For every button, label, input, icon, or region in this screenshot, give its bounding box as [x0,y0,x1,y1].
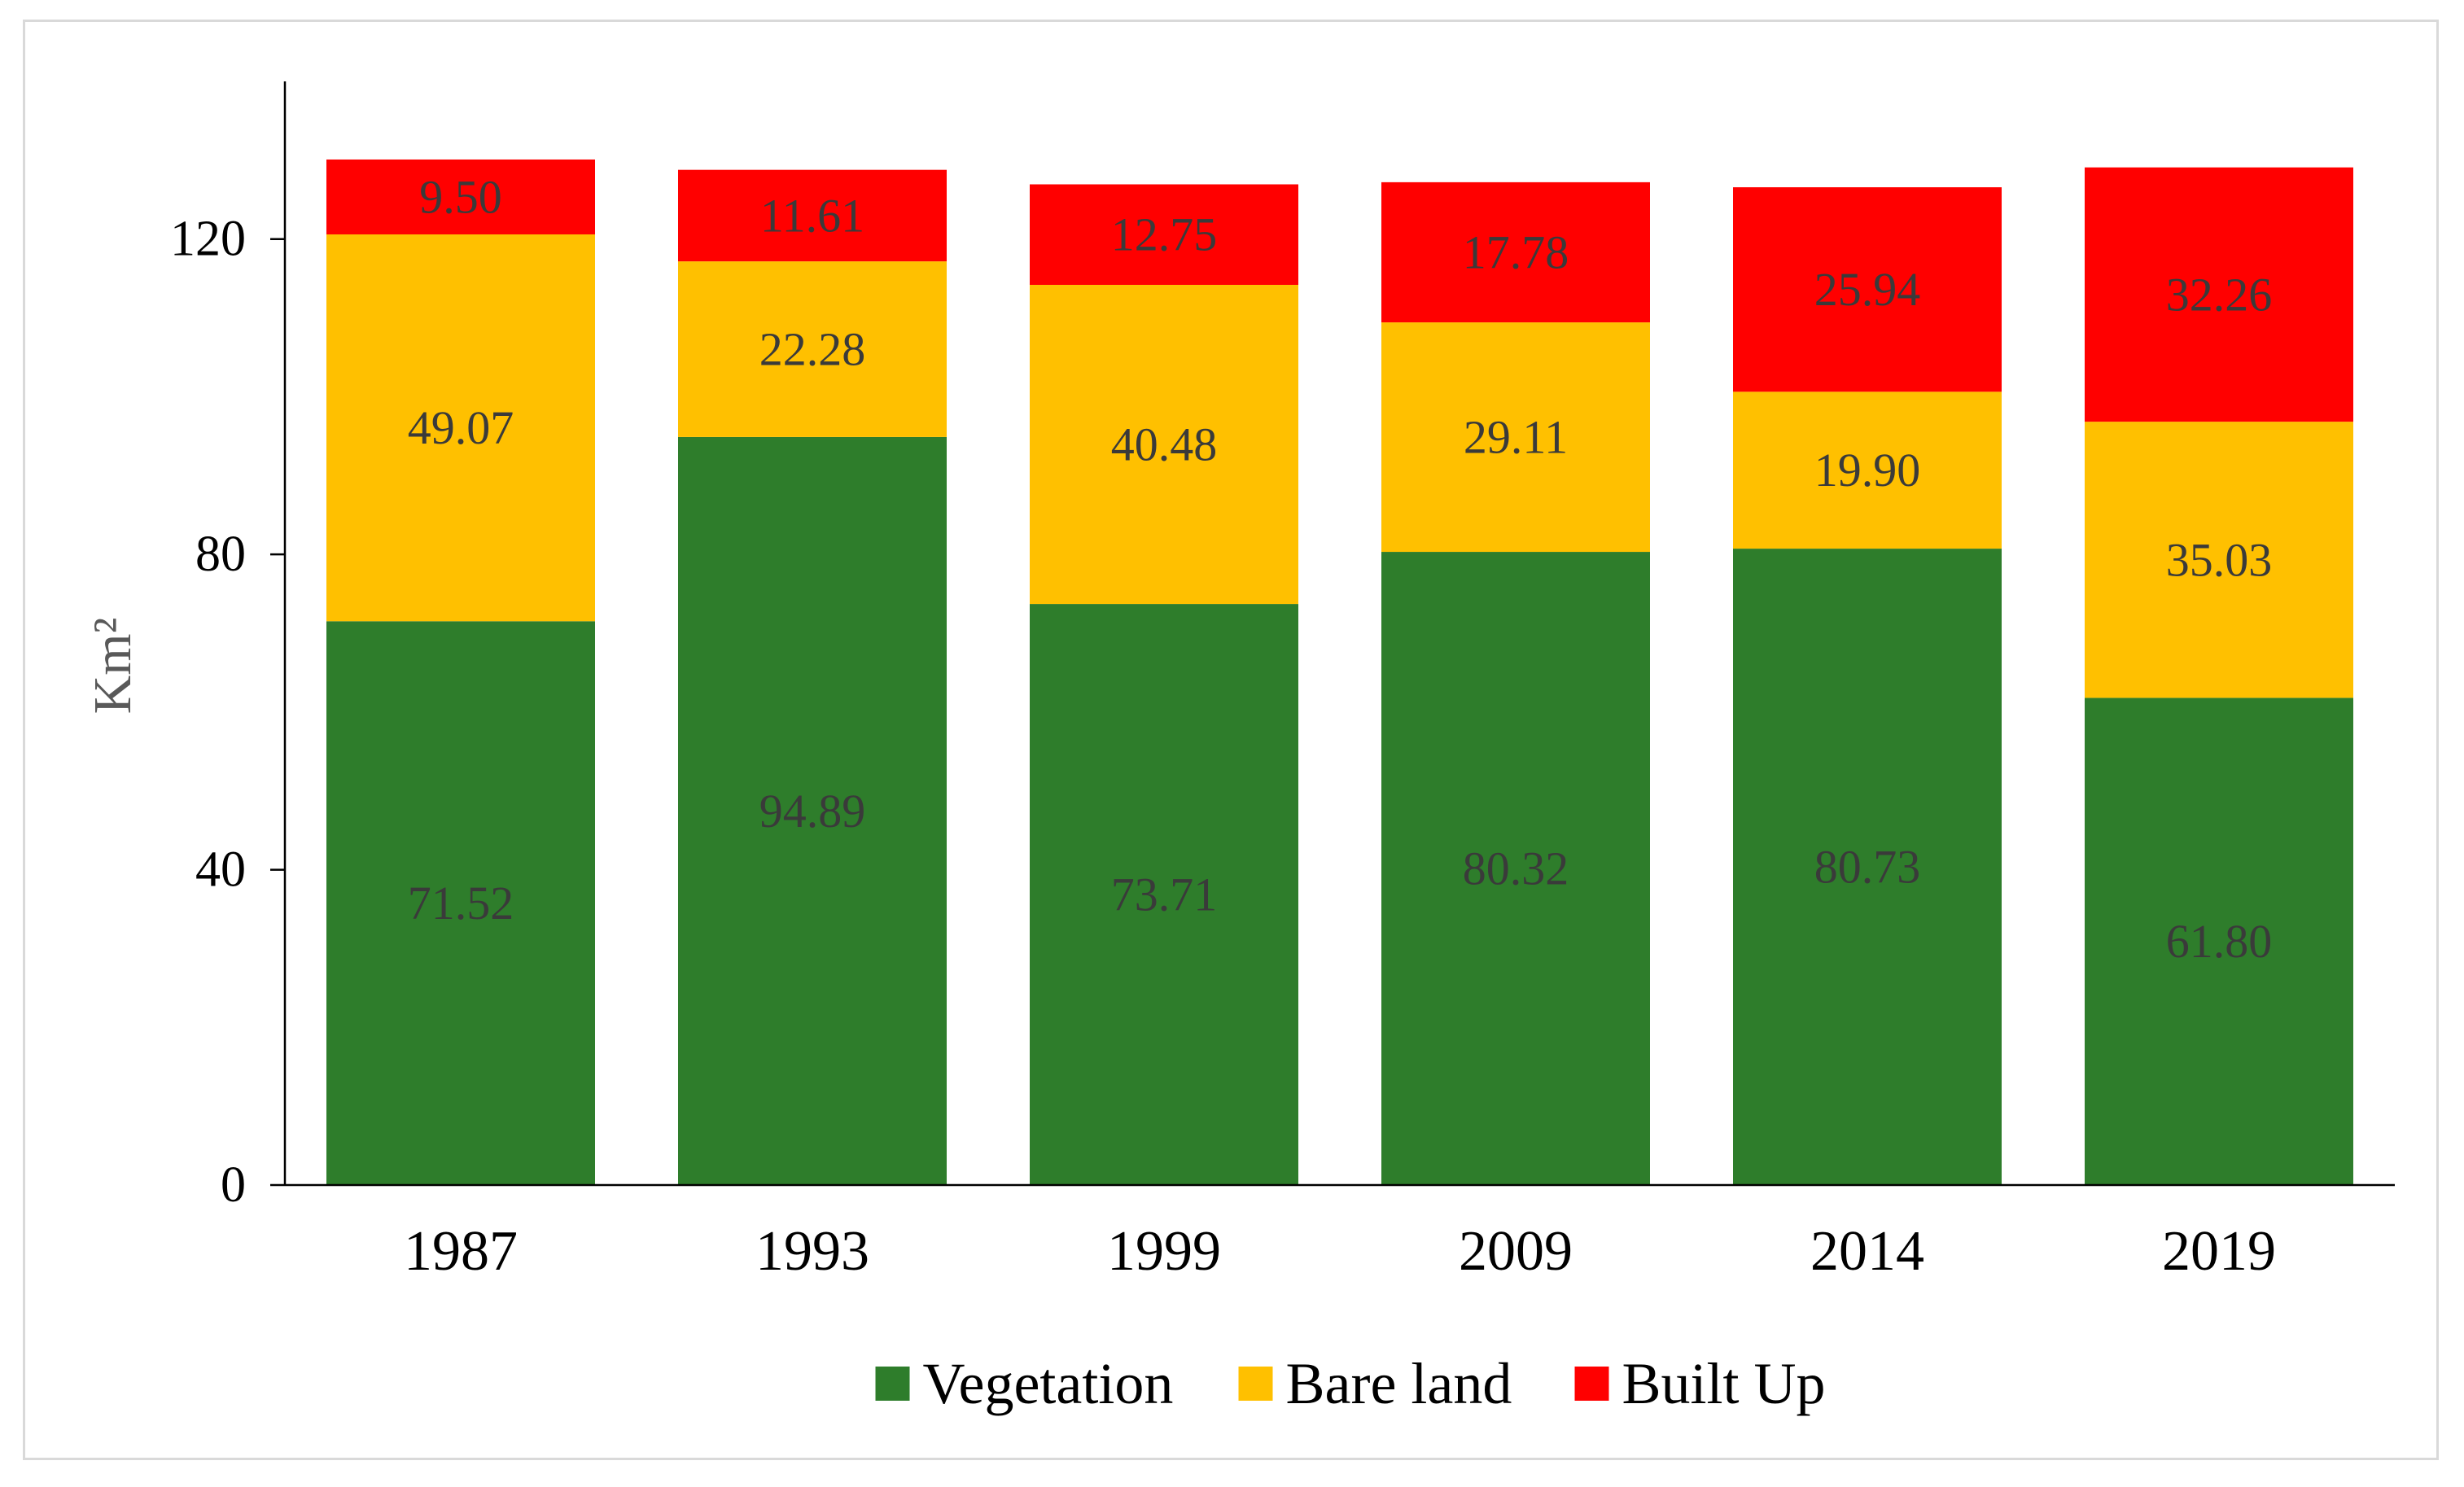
bar-bare-land-1987 [326,234,595,622]
x-tick-label-1999: 1999 [1107,1220,1221,1283]
x-tick-label-1993: 1993 [755,1220,869,1283]
data-label-built-up-2009: 17.78 [1463,225,1569,278]
bars-layer [326,159,2353,1185]
bar-vegetation-2014 [1733,549,2002,1185]
x-tick-label-2019: 2019 [2162,1220,2276,1283]
data-label-bare-land-1987: 49.07 [408,401,514,454]
y-tick-label-120: 120 [170,212,246,267]
bar-bare-land-2009 [1381,322,1650,553]
bar-bare-land-2019 [2085,422,2353,698]
data-label-vegetation-1987: 71.52 [408,877,514,929]
legend: Vegetation Bare land Built Up [875,1351,1826,1416]
x-tick-label-2009: 2009 [1459,1220,1573,1283]
bar-vegetation-1999 [1030,604,1298,1185]
bar-built-up-1999 [1030,184,1298,285]
data-label-vegetation-2014: 80.73 [1814,841,1921,894]
legend-swatch-bare-land [1238,1367,1273,1401]
data-label-built-up-2014: 25.94 [1814,263,1921,316]
bar-vegetation-2009 [1381,552,1650,1185]
bar-bare-land-1993 [678,261,947,437]
data-label-vegetation-2019: 61.80 [2166,915,2273,968]
bar-built-up-1993 [678,169,947,262]
data-label-built-up-1987: 9.50 [419,170,502,223]
bar-vegetation-1987 [326,621,595,1185]
bar-vegetation-2019 [2085,698,2353,1185]
bar-bare-land-1999 [1030,284,1298,605]
data-label-bare-land-1993: 22.28 [759,323,866,376]
y-tick-label-0: 0 [221,1157,246,1213]
data-label-vegetation-1999: 73.71 [1111,868,1218,921]
data-label-vegetation-2009: 80.32 [1463,842,1569,895]
legend-swatch-vegetation [875,1367,910,1401]
bar-vegetation-1993 [678,436,947,1185]
y-axis-title: Km² [83,618,142,715]
data-label-built-up-1993: 11.61 [760,189,864,242]
data-label-vegetation-1993: 94.89 [759,785,866,838]
bar-built-up-1987 [326,159,595,234]
bar-built-up-2019 [2085,167,2353,422]
x-tick-label-2014: 2014 [1810,1220,1924,1283]
x-tick-label-1987: 1987 [404,1220,518,1283]
data-label-bare-land-2009: 29.11 [1464,411,1568,464]
data-label-bare-land-2019: 35.03 [2166,533,2273,586]
bar-built-up-2014 [1733,187,2002,392]
bar-built-up-2009 [1381,182,1650,323]
data-label-bare-land-1999: 40.48 [1111,418,1218,471]
data-label-built-up-2019: 32.26 [2166,268,2273,321]
data-label-bare-land-2014: 19.90 [1814,444,1921,496]
y-tick-label-40: 40 [195,842,246,898]
bar-bare-land-2014 [1733,391,2002,549]
legend-label-built-up: Built Up [1622,1351,1826,1416]
legend-label-vegetation: Vegetation [923,1351,1174,1416]
legend-label-bare-land: Bare land [1286,1351,1512,1416]
y-tick-label-80: 80 [195,527,246,582]
data-label-built-up-1999: 12.75 [1111,208,1218,261]
axes-layer: 1987 1993 1999 2009 2014 2019 0 40 80 120 Km² [83,81,2395,1283]
legend-swatch-built-up [1574,1367,1609,1401]
data-labels-layer: 71.52 49.07 9.50 94.89 22.28 11.61 73.71 40.48 1… [408,170,2273,968]
